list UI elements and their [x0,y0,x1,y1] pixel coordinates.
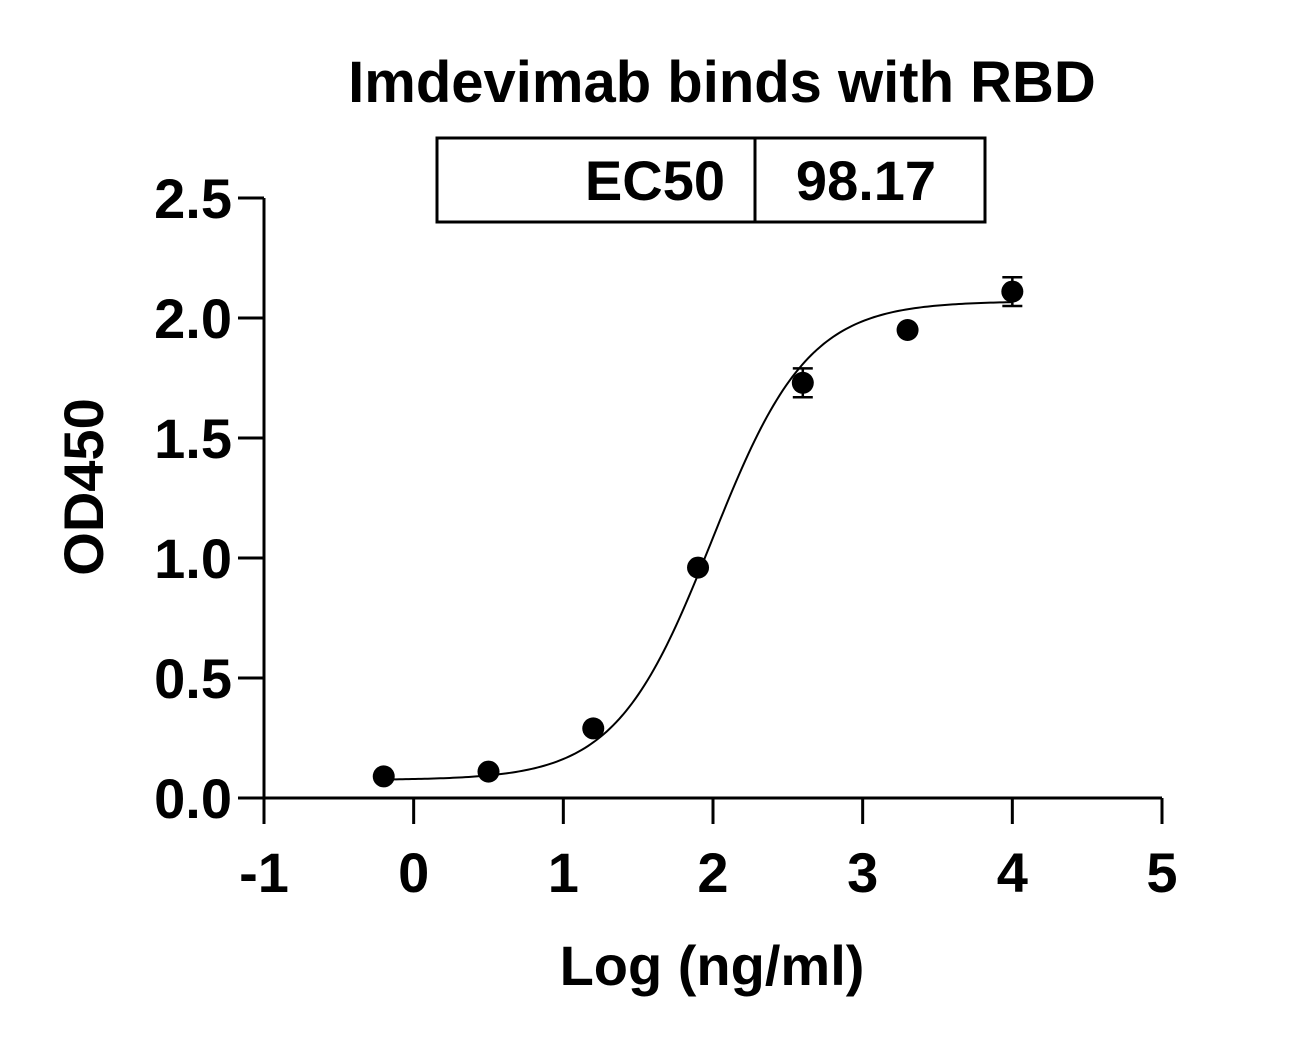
x-tick-label: 3 [847,841,878,904]
x-tick-label: 0 [398,841,429,904]
x-tick-label: 4 [997,841,1028,904]
x-tick-label: 1 [548,841,579,904]
ec50-table-border [435,136,987,224]
data-point [582,717,605,740]
data-point [1001,280,1024,303]
data-points [372,275,1024,788]
x-tick-label: -1 [239,841,289,904]
y-tick-label: 1.5 [154,407,232,470]
data-point [477,760,500,783]
ec50-value: 98.17 [796,149,936,212]
data-point [791,371,814,394]
x-tick-label: 2 [697,841,728,904]
chart-title: Imdevimab binds with RBD [348,50,1096,115]
y-tick-label: 2.5 [154,167,232,230]
x-tick-label: 5 [1146,841,1177,904]
y-axis-label: OD450 [52,398,115,575]
data-point [372,765,395,788]
ec50-table: EC50 98.17 [435,136,987,224]
x-axis: -1 0 1 2 3 4 5 [239,796,1178,904]
fit-curve [383,301,1013,781]
y-tick-label: 0.0 [154,767,232,830]
fit-curve-group [383,301,1013,781]
y-tick-label: 2.0 [154,287,232,350]
y-axis: 0.0 0.5 1.0 1.5 2.0 2.5 [154,167,266,830]
y-tick-label: 0.5 [154,647,232,710]
data-point [687,556,710,579]
y-tick-label: 1.0 [154,527,232,590]
x-axis-label: Log (ng/ml) [560,934,865,997]
data-point [896,319,919,341]
ec50-label: EC50 [585,149,725,212]
